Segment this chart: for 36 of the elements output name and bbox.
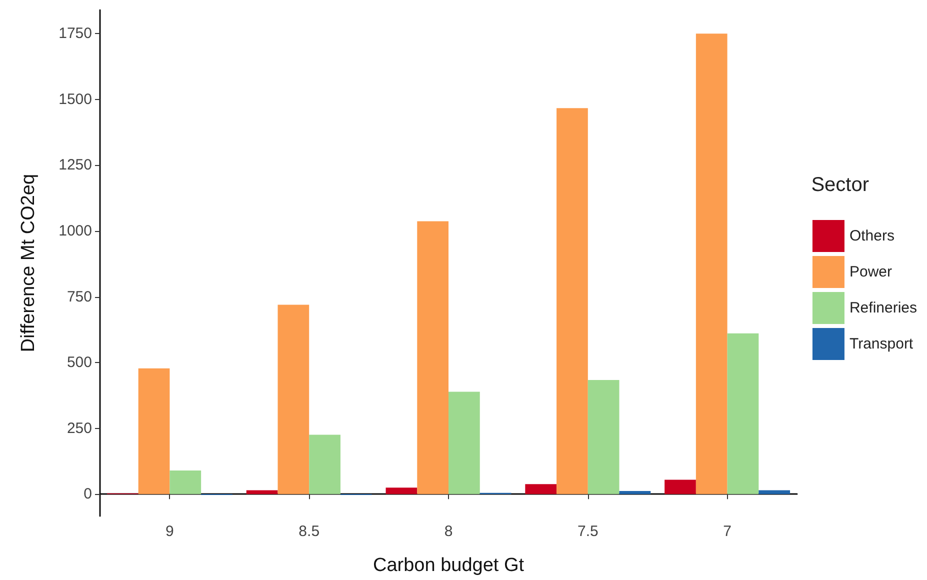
bar — [448, 392, 480, 494]
bar — [556, 108, 588, 494]
x-tick-label: 8.5 — [298, 523, 320, 540]
legend-label: Others — [849, 228, 894, 244]
legend-label: Transport — [849, 336, 914, 352]
bar — [309, 434, 340, 494]
x-tick-label: 7 — [723, 523, 732, 540]
bar — [278, 304, 310, 494]
x-tick-label: 8 — [444, 523, 453, 540]
y-tick-label: 250 — [66, 420, 92, 437]
y-tick-label: 500 — [66, 354, 92, 372]
x-tick-label: 9 — [166, 523, 174, 540]
bar — [758, 490, 790, 494]
bar — [664, 480, 696, 494]
y-tick-label: 1500 — [58, 90, 92, 108]
bar — [386, 488, 418, 494]
legend-title: Sector — [811, 174, 870, 196]
y-tick-label: 1750 — [58, 25, 92, 42]
y-tick-label: 1250 — [58, 156, 92, 174]
bar — [727, 333, 759, 494]
x-tick-label: 7.5 — [577, 523, 598, 540]
bar — [170, 470, 202, 494]
bar — [525, 484, 557, 494]
x-axis-title: Carbon budget Gt — [372, 555, 525, 576]
bar — [588, 380, 620, 494]
bar — [696, 34, 728, 494]
y-tick-label: 750 — [66, 288, 92, 306]
legend-label: Refineries — [849, 300, 917, 316]
bar — [246, 490, 278, 494]
y-axis-title: Difference Mt CO2eq — [18, 174, 39, 352]
y-tick-label: 0 — [84, 486, 92, 503]
legend-label: Power — [849, 264, 892, 280]
bar — [619, 491, 651, 494]
bar — [138, 368, 170, 494]
y-tick-label: 1000 — [58, 222, 92, 240]
bar — [417, 221, 448, 494]
